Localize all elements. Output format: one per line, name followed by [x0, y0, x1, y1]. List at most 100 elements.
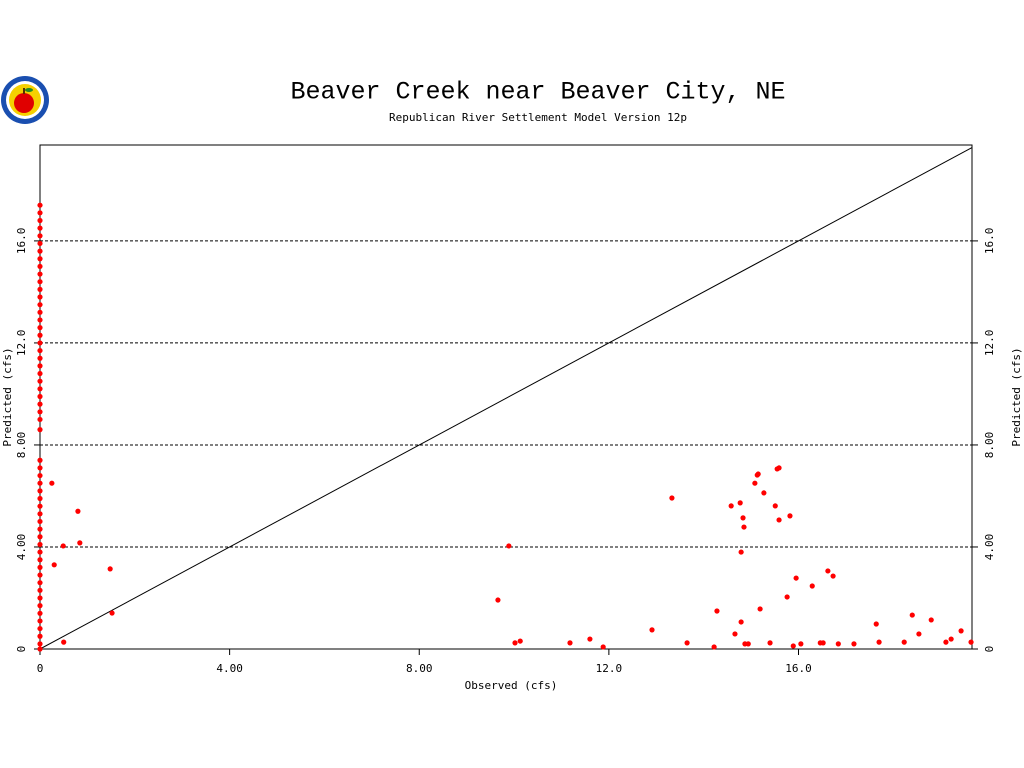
- point: [37, 240, 43, 247]
- point: [37, 263, 43, 270]
- point: [772, 503, 778, 509]
- y-tick-label: 4.00: [15, 534, 28, 561]
- y-tick-label: 16.0: [15, 228, 28, 255]
- point: [51, 562, 57, 568]
- y2-tick-label: 12.0: [983, 330, 996, 357]
- point: [37, 225, 43, 231]
- point: [37, 541, 43, 548]
- point: [60, 543, 66, 549]
- point: [825, 568, 831, 574]
- point: [37, 472, 43, 479]
- one-to-one-line: [39, 147, 973, 650]
- point: [728, 503, 734, 509]
- chart-title: Beaver Creek near Beaver City, NE: [290, 78, 785, 107]
- x-tick-label: 12.0: [596, 662, 623, 675]
- point: [948, 636, 954, 642]
- point: [37, 427, 43, 433]
- point: [37, 317, 43, 323]
- point: [909, 612, 915, 618]
- point: [37, 633, 43, 639]
- point: [37, 409, 43, 415]
- y-tick-label: 12.0: [15, 330, 28, 357]
- point: [37, 495, 43, 502]
- point: [830, 573, 836, 579]
- x-tick-label: 16.0: [785, 662, 812, 675]
- y-tick-label: 8.00: [15, 432, 28, 459]
- point: [37, 271, 43, 277]
- point: [37, 210, 43, 216]
- point: [732, 631, 738, 637]
- y2-tick-label: 8.00: [983, 432, 996, 459]
- point: [968, 639, 974, 645]
- point: [37, 641, 43, 647]
- point: [757, 606, 763, 612]
- point: [37, 286, 43, 292]
- point: [745, 641, 751, 647]
- point: [738, 619, 744, 625]
- point: [901, 639, 907, 645]
- x-axis-label: Observed (cfs): [465, 679, 558, 692]
- point: [820, 640, 826, 646]
- point: [37, 416, 43, 423]
- x-tick-label: 8.00: [406, 662, 433, 675]
- point: [787, 513, 793, 519]
- point: [669, 495, 675, 501]
- y-axis-label: Predicted (cfs): [1, 347, 14, 446]
- point: [738, 549, 744, 555]
- point: [37, 347, 43, 354]
- point: [752, 480, 758, 486]
- point: [600, 644, 606, 650]
- point: [37, 518, 43, 525]
- point: [495, 597, 501, 603]
- point: [798, 641, 804, 647]
- point: [37, 217, 43, 224]
- point: [517, 638, 523, 644]
- point: [37, 363, 43, 369]
- point: [835, 641, 841, 647]
- point: [37, 488, 43, 494]
- point: [506, 543, 512, 549]
- point: [649, 627, 655, 633]
- point: [740, 515, 746, 521]
- point: [37, 564, 43, 570]
- point: [37, 256, 43, 262]
- point: [37, 233, 43, 239]
- point: [784, 594, 790, 600]
- logo: [1, 76, 49, 124]
- point: [741, 524, 747, 530]
- point: [776, 517, 782, 523]
- point: [928, 617, 934, 623]
- point: [776, 465, 782, 471]
- point: [107, 566, 113, 572]
- point: [37, 355, 43, 361]
- point: [75, 508, 81, 514]
- point: [793, 575, 799, 581]
- point: [37, 595, 43, 601]
- point: [77, 540, 83, 546]
- point: [873, 621, 879, 627]
- point: [37, 294, 43, 300]
- point: [37, 610, 43, 616]
- point: [37, 618, 43, 624]
- chart-subtitle: Republican River Settlement Model Versio…: [389, 111, 687, 124]
- x-tick-label: 0: [37, 662, 44, 675]
- point: [737, 500, 743, 506]
- point: [512, 640, 518, 646]
- y-tick-label: 0: [15, 646, 28, 653]
- point: [37, 302, 43, 308]
- point: [37, 580, 43, 586]
- y2-tick-label: 4.00: [983, 534, 996, 561]
- point: [37, 603, 43, 609]
- y2-tick-label: 0: [983, 646, 996, 653]
- point: [37, 557, 43, 563]
- point: [37, 646, 43, 652]
- point: [37, 503, 43, 509]
- y2-axis-label: Predicted (cfs): [1010, 347, 1023, 446]
- point: [61, 639, 67, 645]
- point: [684, 640, 690, 646]
- point: [37, 401, 43, 407]
- point: [761, 490, 767, 496]
- point: [37, 378, 43, 384]
- point: [109, 610, 115, 616]
- point: [37, 549, 43, 555]
